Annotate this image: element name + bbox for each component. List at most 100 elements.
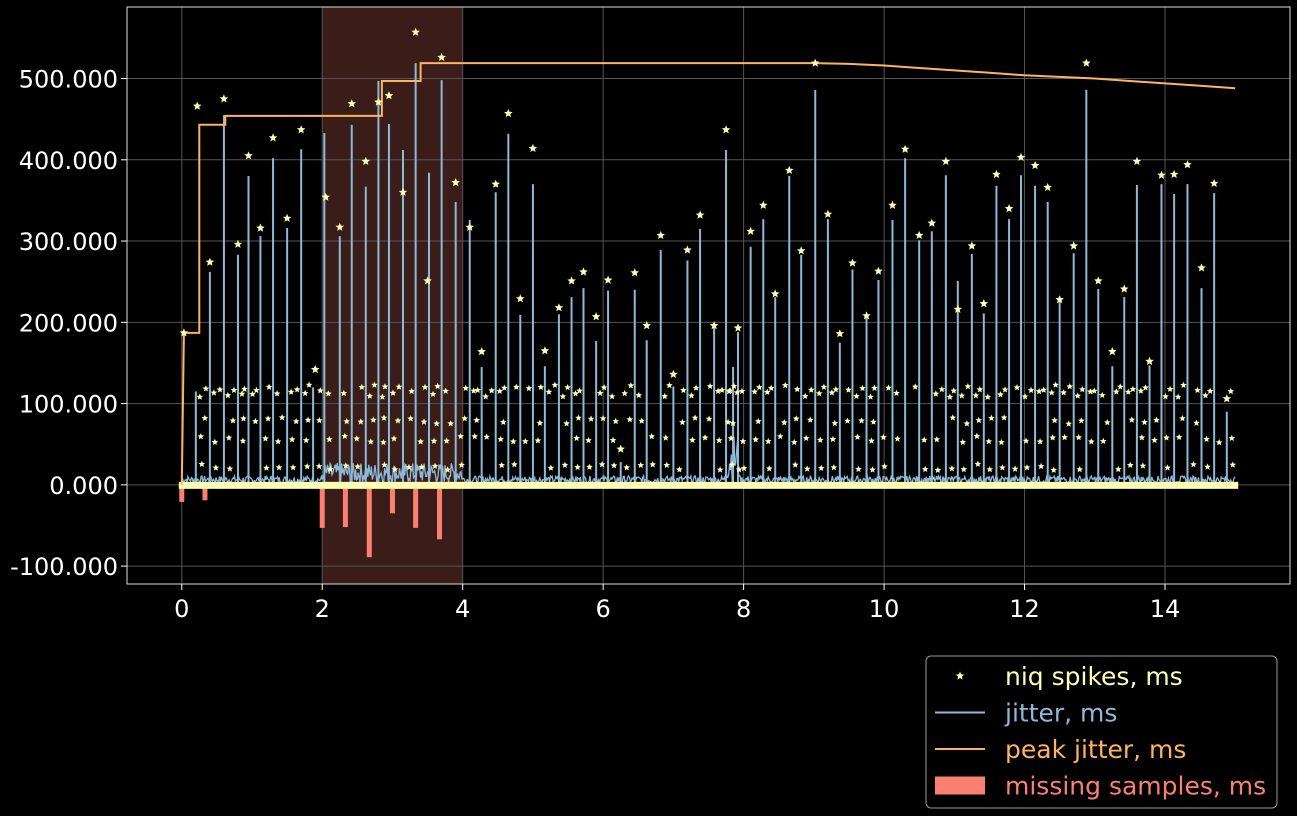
spike-point [967, 241, 977, 250]
spike-point-minor [599, 414, 607, 422]
spike-point-minor [621, 389, 628, 397]
legend: niq spikes, ms jitter, ms peak jitter, ms m… [925, 655, 1278, 809]
spike-point-minor [635, 391, 643, 399]
spike-point-minor [781, 381, 789, 389]
spike-point-minor [932, 390, 940, 397]
spike-point-minor [933, 436, 941, 443]
x-tick-label: 12 [1009, 595, 1040, 623]
spike-point-minor [293, 386, 301, 393]
spike-point-minor [623, 464, 630, 471]
spikes-baseline [178, 481, 1239, 489]
spike-point-minor [444, 466, 451, 473]
spike-point-minor [881, 463, 888, 470]
spike-point-minor [586, 463, 593, 470]
spike-point [384, 91, 394, 100]
spike-point-minor [1204, 463, 1211, 470]
spike-point-minor [1098, 391, 1106, 399]
y-tick-label: 200.000 [19, 309, 118, 337]
spike-point-minor [1203, 435, 1210, 442]
spike-point [554, 303, 564, 312]
spike-point-minor [326, 435, 333, 443]
axes: 0 2 4 6 8 10 12 14 -100.000 0.000 100.000 200.000 30… [10, 6, 1291, 623]
spike-point-minor [609, 436, 617, 444]
spike-point-minor [1126, 461, 1134, 468]
spike-point [669, 369, 678, 378]
spike-point [630, 268, 639, 277]
spike-point-minor [725, 387, 733, 395]
spike-point-minor [340, 389, 348, 397]
spike-point-minor [380, 414, 388, 421]
spike-point-minor [496, 387, 503, 394]
spike-point-minor [867, 393, 874, 400]
spike-point [579, 267, 588, 276]
spike-point-minor [869, 466, 876, 473]
spike-point-minor [689, 436, 696, 443]
spike-point-minor [381, 383, 389, 390]
spike-point [770, 289, 780, 298]
spike-point-minor [1142, 384, 1149, 391]
spike-point [733, 323, 743, 332]
spike-point-minor [226, 465, 234, 472]
spike-point-minor [1229, 461, 1237, 468]
spike-point-minor [342, 462, 350, 469]
spike-point-minor [793, 385, 801, 393]
spike-point-minor [547, 464, 555, 471]
y-tick-label: 500.000 [19, 66, 118, 94]
x-tick-label: 0 [174, 595, 189, 623]
spike-point [721, 125, 731, 134]
spike-point [528, 143, 538, 152]
spike-point [927, 218, 937, 227]
spike-point-minor [715, 436, 723, 444]
spike-point-minor [488, 387, 495, 394]
spike-point-minor [880, 433, 887, 441]
spike-point [361, 156, 371, 165]
spike-point-minor [986, 466, 994, 473]
spike-point [398, 187, 408, 196]
spike-point-minor [776, 432, 784, 440]
spike-point-minor [394, 417, 402, 424]
x-tick-label: 6 [596, 595, 611, 623]
spike-point [616, 444, 625, 453]
spike-point-minor [1116, 383, 1124, 390]
missing-sample-bar [202, 484, 208, 501]
spike-point [268, 133, 278, 142]
spike-point-minor [724, 418, 732, 425]
spike-point-minor [551, 381, 559, 388]
spike-point [540, 346, 550, 355]
spike-point-minor [275, 464, 283, 471]
spike-point-minor [973, 432, 981, 439]
spike-point-minor [894, 435, 901, 442]
spike-point-minor [1162, 393, 1169, 400]
spike-point-minor [301, 389, 309, 397]
spike-point-minor [830, 464, 838, 471]
spike-point-minor [473, 416, 480, 423]
spike-point-minor [353, 435, 361, 442]
y-tick-label: -100.000 [10, 553, 118, 581]
spike-point-minor [572, 390, 579, 397]
spike-point [423, 276, 432, 285]
spike-point [835, 329, 845, 338]
spike-point-minor [305, 381, 313, 388]
spike-point-minor [367, 438, 375, 445]
spike-point-minor [859, 384, 866, 392]
spike-point-minor [958, 392, 966, 399]
spike-point [1157, 170, 1166, 179]
spike-point [1183, 160, 1192, 169]
spike-point-minor [462, 384, 469, 391]
spike-point [244, 151, 253, 160]
spike-point-minor [1124, 388, 1132, 395]
spike-point-minor [637, 461, 645, 469]
x-tick-label: 14 [1150, 595, 1181, 623]
spike-point-minor [379, 393, 386, 400]
spike-point-minor [216, 386, 224, 393]
spike-point-minor [559, 393, 567, 400]
spike-point [374, 97, 383, 106]
spike-point-minor [273, 390, 281, 397]
spike-point-minor [501, 384, 508, 391]
spike-point-minor [832, 386, 840, 393]
spike-point [219, 94, 229, 103]
spike-point [1069, 241, 1078, 250]
spike-point-minor [1027, 386, 1035, 394]
spike-point [888, 200, 897, 209]
spike-point-minor [662, 434, 670, 441]
